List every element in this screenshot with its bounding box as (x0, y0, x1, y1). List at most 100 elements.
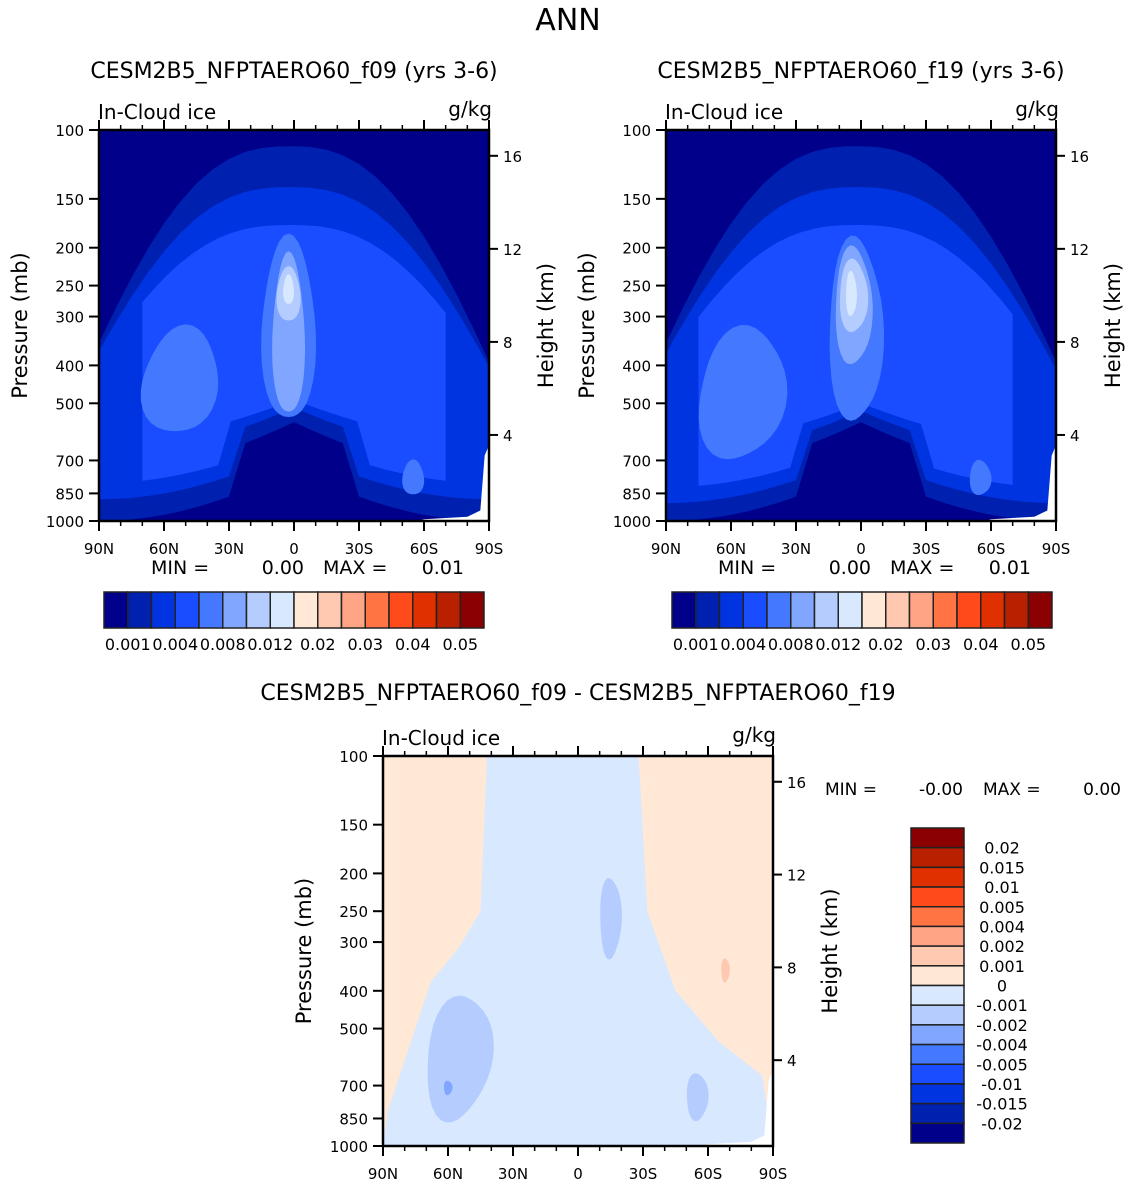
x-tick-label: 60N (433, 1165, 463, 1183)
colorbar-label: 0.03 (347, 635, 383, 654)
contour-region (721, 958, 730, 983)
y-tick-label: 250 (622, 278, 651, 296)
min-value: 0.00 (262, 557, 304, 579)
y-right-tick-label: 12 (1070, 241, 1089, 259)
variable-label: In-Cloud ice (382, 726, 500, 750)
y-tick-label: 300 (622, 309, 651, 327)
y-right-tick-label: 4 (503, 427, 513, 445)
y-axis-label: Pressure (mb) (8, 252, 32, 399)
colorbar: 0.020.0150.010.0050.0040.0020.0010-0.001… (910, 827, 1028, 1144)
y-tick-label: 1000 (46, 513, 84, 531)
colorbar-label: 0.004 (720, 635, 766, 654)
colorbar-label: 0.015 (979, 858, 1025, 877)
max-label: MAX = (890, 557, 954, 579)
colorbar-box (932, 591, 958, 629)
panel-panel-f09: CESM2B5_NFPTAERO60_f09 (yrs 3-6) 90N 60N 30… (8, 59, 558, 654)
y-axis-label: Pressure (mb) (575, 252, 599, 399)
units-label: g/kg (448, 97, 492, 121)
colorbar-box (861, 591, 887, 629)
colorbar-box (910, 1083, 965, 1105)
y-tick-label: 700 (622, 452, 651, 470)
colorbar-box (412, 591, 438, 629)
colorbar-label: 0.05 (442, 635, 478, 654)
x-tick-label: 60S (977, 540, 1006, 558)
colorbar: 0.001 0.004 0.008 0.012 0.02 0.03 0.04 0.05 (103, 591, 485, 654)
colorbar-box (174, 591, 200, 629)
max-value: 0.01 (989, 557, 1031, 579)
y-tick-label: 250 (339, 903, 368, 921)
colorbar-box (813, 591, 839, 629)
y-tick-label: 300 (339, 934, 368, 952)
x-tick-label: 30S (345, 540, 374, 558)
max-value: 0.00 (1083, 780, 1121, 800)
colorbar-label: 0.008 (200, 635, 246, 654)
y-right-axis-label: Height (km) (1101, 263, 1125, 388)
min-value: 0.00 (829, 557, 871, 579)
x-tick-label: 90S (1042, 540, 1071, 558)
colorbar-box (317, 591, 343, 629)
colorbar: 0.001 0.004 0.008 0.012 0.02 0.03 0.04 0.05 (671, 591, 1053, 654)
colorbar-box (910, 925, 965, 947)
colorbar-box (908, 591, 934, 629)
colorbar-label: 0.04 (395, 635, 431, 654)
colorbar-label: 0.001 (673, 635, 719, 654)
y-tick-label: 200 (339, 865, 368, 883)
colorbar-box (910, 906, 965, 928)
colorbar-box (910, 866, 965, 888)
contour-region (969, 459, 992, 496)
colorbar-label: 0.008 (768, 635, 814, 654)
contour-field (666, 130, 1056, 521)
contour-field (99, 130, 489, 521)
y-tick-label: 850 (622, 485, 651, 503)
colorbar-label: -0.02 (981, 1114, 1022, 1133)
colorbar-box (742, 591, 768, 629)
colorbar-box (766, 591, 792, 629)
contour-region (443, 1080, 453, 1096)
y-tick-label: 500 (622, 395, 651, 413)
x-tick-label: 60N (716, 540, 746, 558)
contour-region (140, 324, 219, 432)
colorbar-label: 0.02 (984, 839, 1020, 858)
colorbar-label: -0.004 (976, 1036, 1028, 1055)
colorbar-label: 0.005 (979, 898, 1025, 917)
units-label: g/kg (1015, 97, 1059, 121)
colorbar-label: 0.03 (915, 635, 951, 654)
colorbar-box (956, 591, 982, 629)
colorbar-box (293, 591, 319, 629)
contour-region (698, 325, 788, 460)
colorbar-box (718, 591, 744, 629)
y-tick-label: 150 (339, 817, 368, 835)
colorbar-box (340, 591, 366, 629)
colorbar-box (910, 827, 965, 849)
terrain-mask (701, 1070, 773, 1146)
colorbar-label: -0.015 (976, 1095, 1028, 1114)
colorbar-box (222, 591, 248, 629)
y-tick-label: 1000 (330, 1138, 368, 1156)
colorbar-box (910, 965, 965, 987)
x-tick-label: 30S (912, 540, 941, 558)
colorbar-label: 0.012 (247, 635, 293, 654)
panel-title: CESM2B5_NFPTAERO60_f19 (yrs 3-6) (657, 59, 1064, 84)
y-axis-label: Pressure (mb) (292, 878, 316, 1025)
colorbar-label: 0.001 (105, 635, 151, 654)
x-tick-label: 0 (856, 540, 866, 558)
terrain-mask (984, 445, 1056, 521)
y-right-tick-label: 8 (1070, 334, 1080, 352)
colorbar-box (269, 591, 295, 629)
colorbar-label: -0.002 (976, 1016, 1028, 1035)
y-tick-label: 500 (339, 1021, 368, 1039)
y-right-tick-label: 16 (787, 774, 806, 792)
colorbar-box (103, 591, 129, 629)
colorbar-box (910, 1004, 965, 1026)
colorbar-box (671, 591, 697, 629)
colorbar-label: 0.02 (300, 635, 336, 654)
colorbar-box (790, 591, 816, 629)
y-tick-label: 250 (55, 278, 84, 296)
colorbar-box (980, 591, 1006, 629)
y-tick-label: 150 (55, 191, 84, 209)
y-tick-label: 150 (622, 191, 651, 209)
colorbar-box (910, 984, 965, 1006)
panel-title: CESM2B5_NFPTAERO60_f09 - CESM2B5_NFPTAER… (260, 681, 895, 706)
x-tick-label: 60N (149, 540, 179, 558)
